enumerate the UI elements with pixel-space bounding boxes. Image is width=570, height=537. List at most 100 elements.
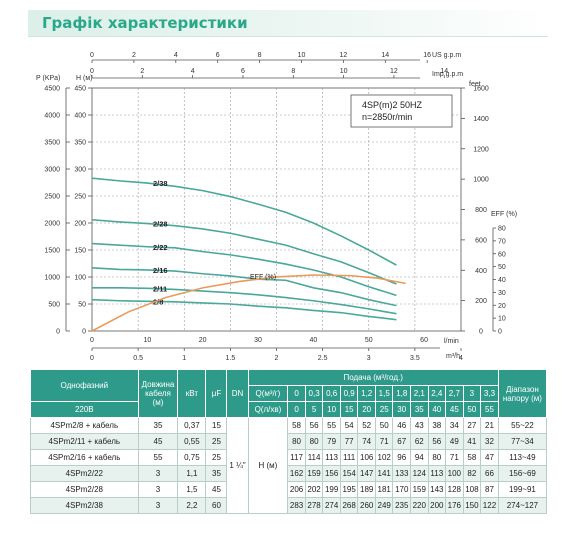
head-value-cell: 74	[357, 433, 376, 450]
head-curve-2-22	[91, 242, 397, 297]
annotation-box	[350, 94, 453, 128]
head-value-cell: 159	[304, 465, 324, 482]
feet-tick-label: 600	[475, 237, 487, 244]
head-value-cell: 50	[374, 417, 394, 434]
lmin-tick-label: 50	[365, 337, 373, 344]
q-lmin-value: 35	[410, 401, 429, 418]
kpa-tick-label: 0	[56, 329, 60, 336]
h-tick-label: 100	[74, 275, 86, 282]
kpa-tick-label: 2500	[44, 194, 60, 201]
h-tick-label: 150	[74, 248, 86, 255]
voltage-header: 220В	[30, 401, 139, 418]
head-value-cell: 58	[287, 417, 306, 434]
uf-cell: 25	[205, 433, 228, 450]
model-cell: 4SPm2/38	[30, 497, 139, 514]
model-cell: 4SPm2/22	[30, 465, 139, 482]
head-value-cell: 54	[339, 417, 359, 434]
head-value-cell: 34	[445, 417, 464, 434]
head-value-cell: 176	[445, 497, 464, 514]
lmin-tick-label: 20	[199, 337, 207, 344]
q-m3h-value: 0,3	[304, 385, 324, 402]
head-value-cell: 200	[427, 497, 447, 514]
head-value-cell: 49	[445, 433, 464, 450]
lmin-tick-label: 0	[90, 337, 94, 344]
imp-gpm-tick-label: 0	[90, 68, 94, 75]
h-tick-label: 400	[74, 113, 86, 120]
annotation-text: n=2850r/min	[362, 112, 412, 122]
feet-tick-label: 1200	[473, 146, 489, 153]
head-value-cell: 82	[462, 465, 482, 482]
cable-cell: 3	[137, 481, 179, 498]
feet-tick-label: 1400	[473, 116, 489, 123]
q-lmin-value: 15	[339, 401, 359, 418]
head-curve-2-38	[91, 177, 397, 266]
q-m3h-value: 2,1	[410, 385, 429, 402]
series-label: 2/22	[153, 243, 168, 252]
q-lmin-value: 10	[322, 401, 341, 418]
flow-header: Подача (м³/год.)	[247, 369, 499, 386]
head-value-cell: 38	[427, 417, 447, 434]
eff-tick-label: 60	[498, 251, 506, 258]
h-tick-label: 50	[78, 302, 86, 309]
q-m3h-value: 3,3	[480, 385, 499, 402]
head-value-cell: 162	[287, 465, 306, 482]
cable-cell: 35	[137, 417, 179, 434]
cable-cell: 45	[137, 433, 179, 450]
eff-axis-label: EFF (%)	[491, 211, 517, 218]
head-value-cell: 274	[322, 497, 341, 514]
m3h-axis-label: m³/h	[446, 353, 460, 360]
head-value-cell: 46	[392, 417, 412, 434]
range-cell: 156~69	[497, 465, 548, 482]
head-value-cell: 156	[322, 465, 341, 482]
page-title: Графік характеристики	[42, 14, 248, 32]
eff-tick-label: 0	[498, 329, 502, 336]
head-value-cell: 278	[304, 497, 324, 514]
head-curve-2-28	[91, 218, 397, 285]
h-tick-label: 250	[74, 194, 86, 201]
eff-tick-label: 50	[498, 264, 506, 271]
h-tick-label: 350	[74, 140, 86, 147]
head-value-cell: 195	[339, 481, 359, 498]
q-lmin-value: 30	[392, 401, 412, 418]
kpa-axis-label: P (KPa)	[36, 75, 60, 82]
model-cell: 4SPm2/11 + кабель	[30, 433, 139, 450]
head-value-cell: 150	[462, 497, 482, 514]
feet-tick-label: 0	[479, 329, 483, 336]
m3h-tick-label: 0.5	[133, 355, 143, 362]
h-tick-label: 450	[74, 86, 86, 93]
head-value-cell: 32	[480, 433, 499, 450]
head-value-cell: 56	[304, 417, 324, 434]
head-curve-2-16	[91, 267, 397, 307]
head-value-cell: 268	[339, 497, 359, 514]
feet-tick-label: 1000	[473, 177, 489, 184]
head-value-cell: 21	[480, 417, 499, 434]
head-value-cell: 143	[427, 481, 447, 498]
series-label: 2/16	[153, 266, 168, 275]
head-value-cell: 113	[322, 449, 341, 466]
kw-cell: 0,37	[177, 417, 207, 434]
us-gpm-tick-label: 8	[258, 52, 262, 59]
head-value-cell: 113	[427, 465, 447, 482]
head-value-cell: 87	[480, 481, 499, 498]
head-value-cell: 43	[410, 417, 429, 434]
table-row: 4SPm2/22 3 1,1 35 162 159 156 154 147 141 133 124 11…	[30, 465, 548, 482]
uf-cell: 45	[205, 481, 228, 498]
range-cell: 199~91	[497, 481, 548, 498]
h-tick-label: 300	[74, 167, 86, 174]
lmin-tick-label: 10	[143, 337, 151, 344]
head-value-cell: 128	[445, 481, 464, 498]
model-cell: 4SPm2/16 + кабель	[30, 449, 139, 466]
head-value-cell: 80	[304, 433, 324, 450]
imp-gpm-axis-label: Imp g.p.m	[432, 71, 463, 78]
us-gpm-tick-label: 14	[381, 52, 389, 59]
m3h-tick-label: 1.5	[226, 355, 236, 362]
q-lmin-value: 55	[480, 401, 499, 418]
head-value-cell: 71	[445, 449, 464, 466]
table-row: 4SPm2/11 + кабель 45 0,55 25 80 80 79 77 74 71 67 6…	[30, 433, 548, 450]
head-value-cell: 235	[392, 497, 412, 514]
feet-tick-label: 1600	[473, 86, 489, 93]
feet-tick-label: 800	[475, 207, 487, 214]
q-m3h-value: 1,2	[357, 385, 376, 402]
range-cell: 77~34	[497, 433, 548, 450]
head-value-cell: 122	[480, 497, 499, 514]
